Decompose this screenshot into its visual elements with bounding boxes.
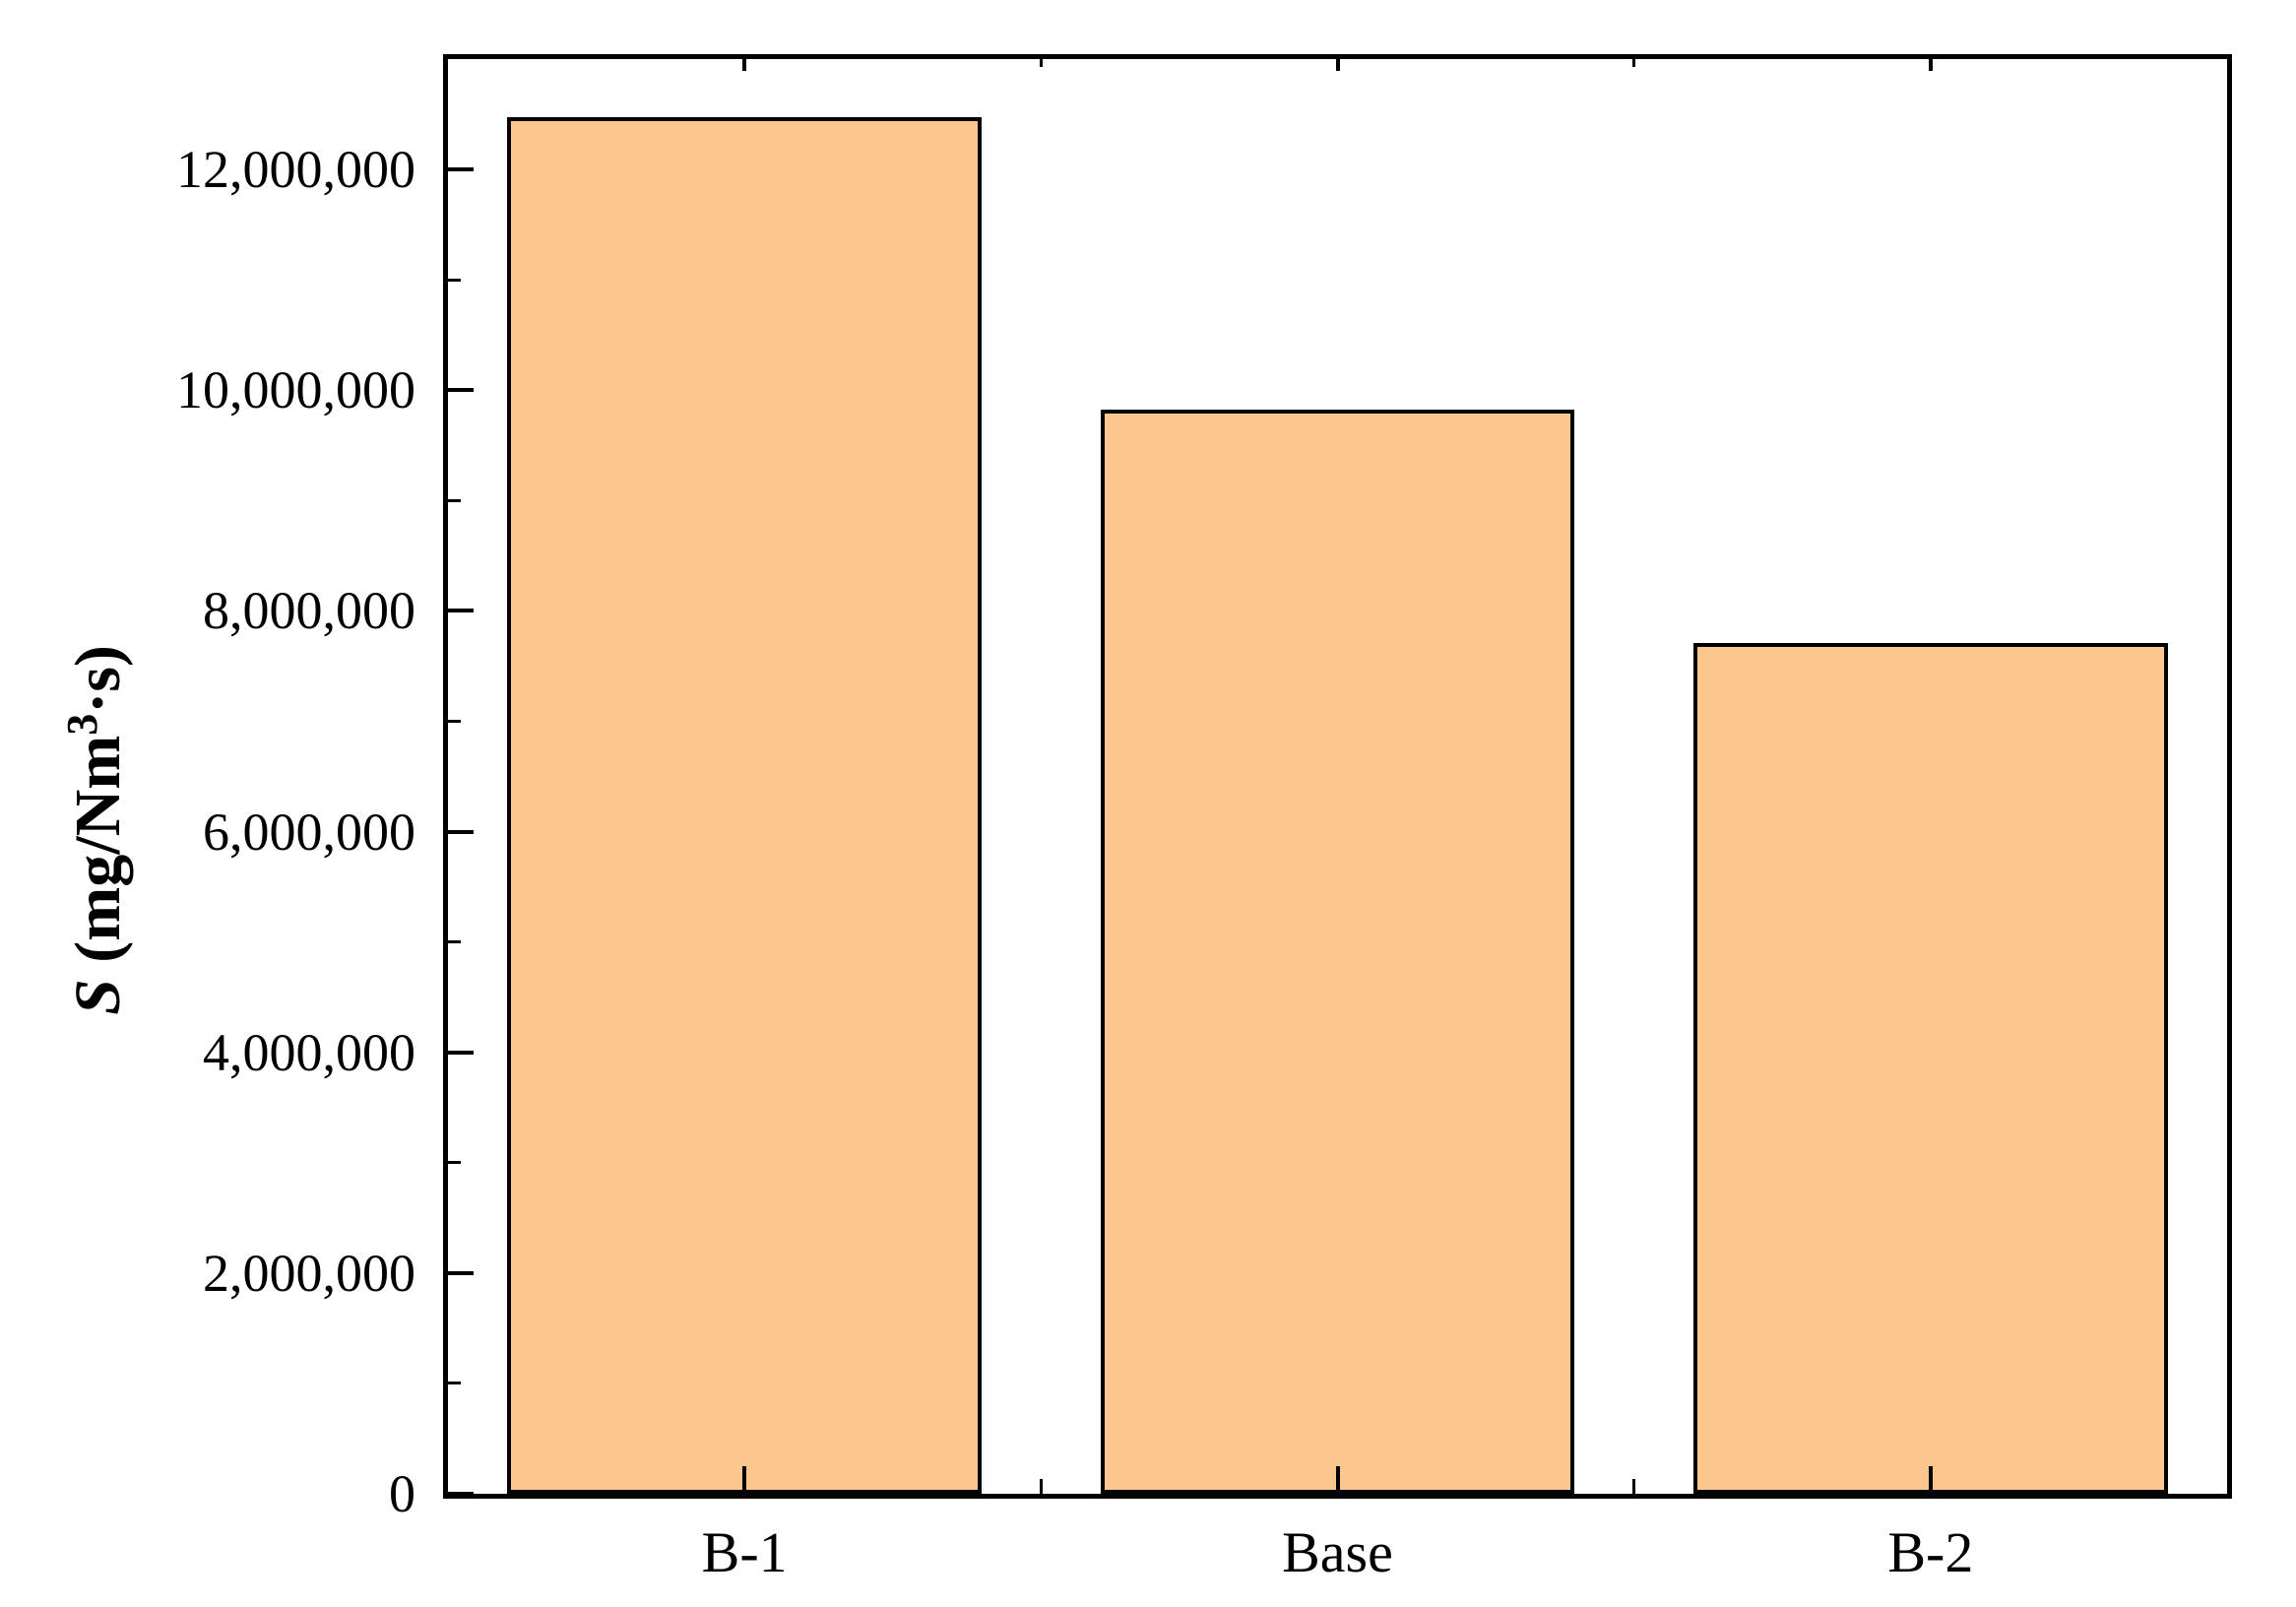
y-axis-minor-tick (448, 278, 461, 282)
x-tick-label-b-2: B-2 (1887, 1520, 1974, 1584)
y-axis-minor-tick (448, 1382, 461, 1385)
y-axis-major-tick (448, 1270, 474, 1275)
y-axis-major-tick (448, 829, 474, 834)
x-tick-label-b-1: B-1 (701, 1520, 788, 1584)
x-axis-major-tick (742, 1466, 747, 1494)
x-axis-top-major-tick (1928, 59, 1933, 71)
y-axis-major-tick (448, 167, 474, 172)
y-axis-minor-tick (448, 1161, 461, 1165)
y-tick-label: 8,000,000 (203, 581, 415, 641)
y-axis-minor-tick (448, 719, 461, 723)
y-axis-minor-tick (448, 940, 461, 944)
y-tick-label: 10,000,000 (176, 360, 415, 420)
y-tick-label: 0 (389, 1464, 415, 1523)
y-tick-label: 12,000,000 (176, 140, 415, 200)
y-tick-label: 4,000,000 (203, 1022, 415, 1082)
bar-b-2 (1692, 642, 2168, 1494)
y-axis-major-tick (448, 388, 474, 393)
y-axis-major-tick (448, 1050, 474, 1055)
ticks-layer (448, 59, 2227, 1496)
x-axis-top-major-tick (1335, 59, 1340, 71)
y-tick-label: 6,000,000 (203, 802, 415, 862)
x-tick-label-base: Base (1282, 1520, 1393, 1584)
x-axis-major-tick (1928, 1466, 1933, 1494)
x-axis-minor-tick (1632, 1479, 1636, 1494)
x-axis-top-major-tick (742, 59, 747, 71)
x-axis-minor-tick (1039, 1479, 1043, 1494)
bar-b-1 (507, 117, 983, 1494)
y-axis-major-tick (448, 609, 474, 613)
y-axis-major-tick (448, 1492, 474, 1496)
plot-area (443, 54, 2232, 1499)
y-tick-label: 2,000,000 (203, 1243, 415, 1303)
y-axis-minor-tick (448, 498, 461, 502)
x-axis-top-minor-tick (1039, 59, 1043, 67)
x-axis-top-minor-tick (1632, 59, 1636, 67)
x-axis-major-tick (1335, 1466, 1340, 1494)
